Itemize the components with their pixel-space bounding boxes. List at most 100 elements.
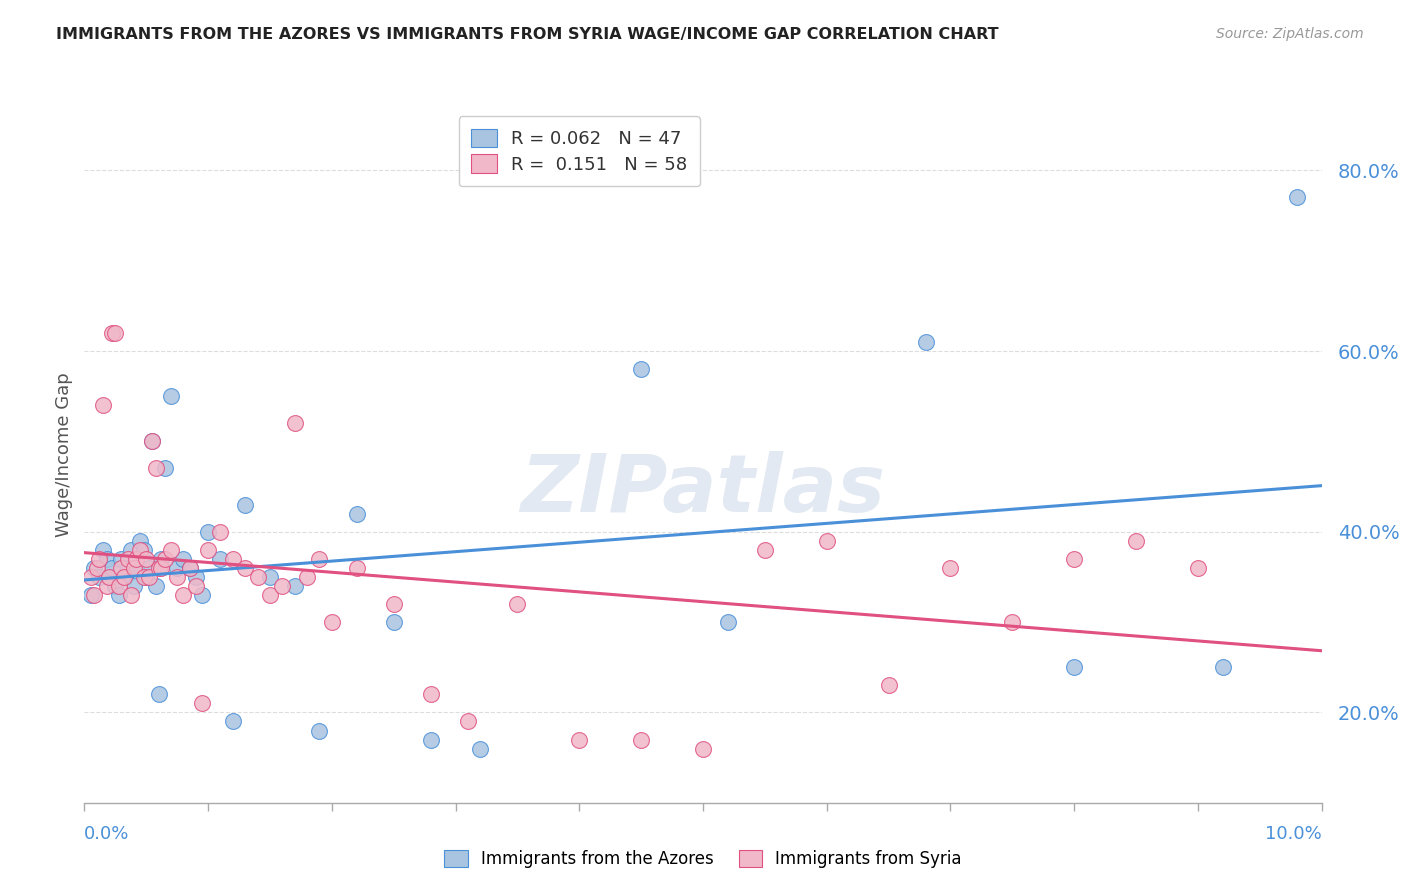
Point bbox=[141, 434, 163, 449]
Point bbox=[191, 588, 214, 602]
Point bbox=[914, 334, 936, 349]
Text: Source: ZipAtlas.com: Source: ZipAtlas.com bbox=[1216, 27, 1364, 41]
Point bbox=[259, 570, 281, 584]
Point bbox=[145, 579, 167, 593]
Point bbox=[1063, 660, 1085, 674]
Point bbox=[110, 551, 132, 566]
Point bbox=[160, 542, 183, 557]
Point bbox=[295, 570, 318, 584]
Point bbox=[83, 588, 105, 602]
Point bbox=[117, 561, 139, 575]
Point bbox=[135, 570, 157, 584]
Point bbox=[138, 570, 160, 584]
Y-axis label: Wage/Income Gap: Wage/Income Gap bbox=[55, 373, 73, 537]
Point bbox=[1125, 533, 1147, 548]
Point bbox=[346, 507, 368, 521]
Point bbox=[79, 588, 101, 602]
Point bbox=[117, 551, 139, 566]
Point bbox=[153, 551, 176, 566]
Point bbox=[129, 542, 152, 557]
Point bbox=[100, 561, 122, 575]
Point bbox=[122, 561, 145, 575]
Point bbox=[132, 542, 155, 557]
Point bbox=[150, 561, 173, 575]
Point bbox=[96, 579, 118, 593]
Point bbox=[160, 389, 183, 403]
Point bbox=[222, 551, 245, 566]
Point bbox=[692, 741, 714, 756]
Point bbox=[110, 561, 132, 575]
Point bbox=[506, 597, 529, 611]
Point bbox=[172, 588, 194, 602]
Point bbox=[191, 697, 214, 711]
Point bbox=[630, 362, 652, 376]
Text: ZIPatlas: ZIPatlas bbox=[520, 450, 886, 529]
Point bbox=[284, 417, 307, 431]
Point bbox=[122, 579, 145, 593]
Point bbox=[939, 561, 962, 575]
Point bbox=[148, 687, 170, 701]
Point bbox=[98, 570, 121, 584]
Point bbox=[104, 326, 127, 340]
Text: 0.0%: 0.0% bbox=[84, 825, 129, 843]
Point bbox=[877, 678, 900, 692]
Point bbox=[104, 579, 127, 593]
Point bbox=[197, 542, 219, 557]
Point bbox=[179, 561, 201, 575]
Point bbox=[568, 732, 591, 747]
Point bbox=[120, 542, 142, 557]
Point bbox=[135, 551, 157, 566]
Point bbox=[457, 714, 479, 729]
Point bbox=[166, 570, 188, 584]
Point bbox=[1001, 615, 1024, 629]
Point bbox=[96, 551, 118, 566]
Point bbox=[141, 434, 163, 449]
Point bbox=[153, 461, 176, 475]
Point bbox=[1285, 190, 1308, 204]
Point bbox=[1187, 561, 1209, 575]
Point bbox=[108, 588, 131, 602]
Point bbox=[172, 551, 194, 566]
Point bbox=[125, 561, 148, 575]
Point bbox=[89, 570, 111, 584]
Point bbox=[1063, 551, 1085, 566]
Point bbox=[148, 561, 170, 575]
Point bbox=[108, 579, 131, 593]
Point bbox=[754, 542, 776, 557]
Point bbox=[233, 498, 256, 512]
Point bbox=[79, 570, 101, 584]
Point bbox=[91, 542, 114, 557]
Point bbox=[382, 615, 405, 629]
Point bbox=[114, 570, 136, 584]
Point bbox=[246, 570, 269, 584]
Point bbox=[145, 461, 167, 475]
Point bbox=[717, 615, 740, 629]
Point bbox=[308, 551, 330, 566]
Point bbox=[419, 732, 441, 747]
Point bbox=[630, 732, 652, 747]
Point bbox=[129, 533, 152, 548]
Point bbox=[91, 398, 114, 412]
Point bbox=[100, 326, 122, 340]
Point bbox=[382, 597, 405, 611]
Point bbox=[132, 570, 155, 584]
Point bbox=[125, 551, 148, 566]
Point bbox=[470, 741, 492, 756]
Point bbox=[346, 561, 368, 575]
Point bbox=[86, 561, 108, 575]
Point bbox=[150, 551, 173, 566]
Text: 10.0%: 10.0% bbox=[1265, 825, 1322, 843]
Point bbox=[209, 524, 232, 539]
Point bbox=[138, 561, 160, 575]
Point bbox=[419, 687, 441, 701]
Point bbox=[83, 561, 105, 575]
Point bbox=[321, 615, 343, 629]
Point bbox=[184, 570, 207, 584]
Point bbox=[308, 723, 330, 738]
Point bbox=[197, 524, 219, 539]
Text: IMMIGRANTS FROM THE AZORES VS IMMIGRANTS FROM SYRIA WAGE/INCOME GAP CORRELATION : IMMIGRANTS FROM THE AZORES VS IMMIGRANTS… bbox=[56, 27, 998, 42]
Point bbox=[284, 579, 307, 593]
Point bbox=[815, 533, 838, 548]
Point bbox=[98, 570, 121, 584]
Point bbox=[222, 714, 245, 729]
